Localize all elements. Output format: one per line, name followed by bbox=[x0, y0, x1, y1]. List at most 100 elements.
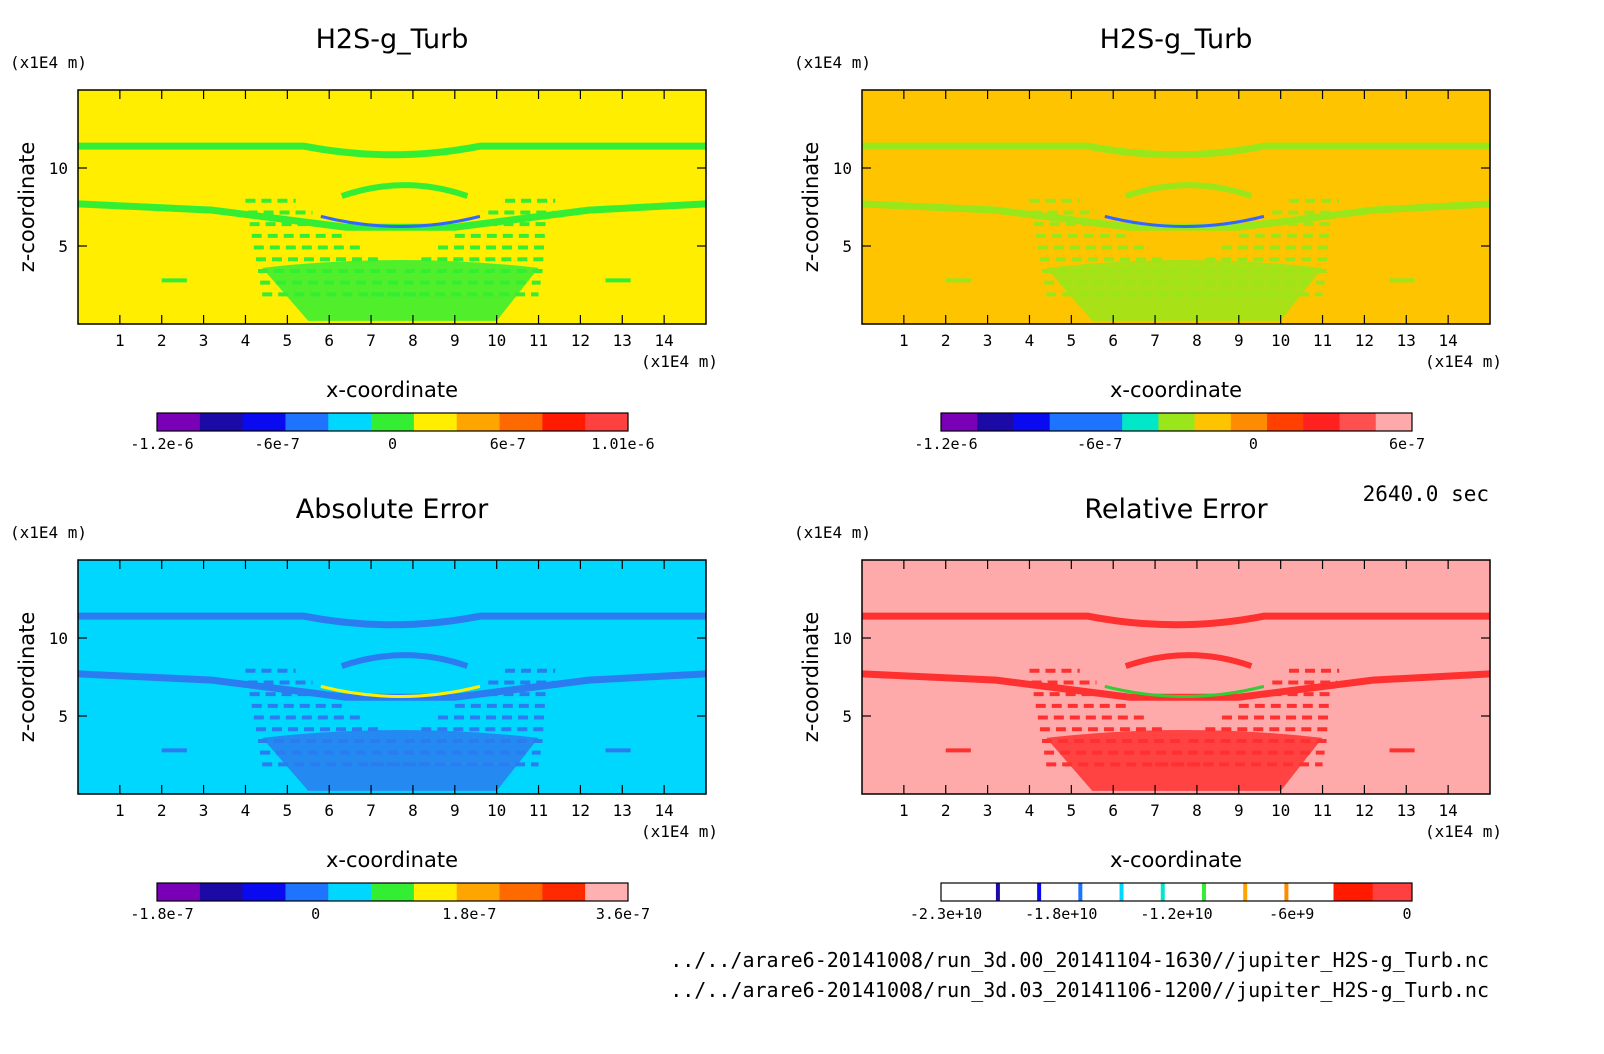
x-tick-label: 3 bbox=[983, 801, 993, 820]
y-unit-label: (x1E4 m) bbox=[794, 53, 871, 72]
colorbar: -1.8e-7 0 1.8e-7 3.6e-7 bbox=[130, 882, 650, 923]
colorbar-tick-label: -1.2e-6 bbox=[130, 435, 193, 453]
feature-arc bbox=[340, 652, 469, 669]
colorbar-segment bbox=[242, 413, 286, 431]
x-axis-label: x-coordinate bbox=[326, 378, 458, 402]
feature-accent-streak bbox=[320, 684, 481, 698]
y-axis-label: z-coordinate bbox=[15, 612, 39, 743]
colorbar-tick-label: 0 bbox=[1402, 905, 1411, 923]
feature-band-upper bbox=[78, 142, 706, 159]
x-tick-label: 4 bbox=[241, 801, 251, 820]
x-unit-label: (x1E4 m) bbox=[641, 822, 718, 841]
x-axis-label: x-coordinate bbox=[1110, 378, 1242, 402]
x-tick-label: 7 bbox=[366, 331, 376, 350]
x-axis-label: x-coordinate bbox=[1110, 848, 1242, 872]
y-tick-label: 10 bbox=[49, 629, 68, 648]
x-tick-label: 13 bbox=[1397, 331, 1416, 350]
x-tick-label: 14 bbox=[1439, 801, 1458, 820]
x-tick-label: 13 bbox=[1397, 801, 1416, 820]
colorbar-segment bbox=[1267, 413, 1304, 431]
x-tick-label: 14 bbox=[655, 801, 674, 820]
chart-panel-3: Absolute Error(x1E4 m)1 2 3 4 5 6 7 8 9 10 11 12 13 1… bbox=[10, 494, 718, 923]
x-tick-label: 5 bbox=[283, 801, 293, 820]
x-tick-label: 6 bbox=[1108, 801, 1118, 820]
x-axis-label: x-coordinate bbox=[326, 848, 458, 872]
x-tick-label: 7 bbox=[1150, 801, 1160, 820]
colorbar-tick-label: -1.8e+10 bbox=[1025, 905, 1097, 923]
colorbar-tick-label: 0 bbox=[311, 905, 320, 923]
x-unit-label: (x1E4 m) bbox=[1425, 822, 1502, 841]
x-tick-label: 10 bbox=[1271, 331, 1290, 350]
x-tick-label: 14 bbox=[655, 331, 674, 350]
x-tick-label: 14 bbox=[1439, 331, 1458, 350]
x-tick-label: 3 bbox=[199, 331, 209, 350]
y-tick-label: 5 bbox=[842, 707, 852, 726]
colorbar-tick-label: -6e-7 bbox=[255, 435, 300, 453]
x-tick-label: 8 bbox=[408, 331, 418, 350]
x-tick-label: 6 bbox=[1108, 331, 1118, 350]
y-axis-label: z-coordinate bbox=[799, 612, 823, 743]
colorbar-segment bbox=[371, 883, 415, 901]
colorbar-frame bbox=[156, 882, 629, 902]
x-tick-label: 3 bbox=[983, 331, 993, 350]
colorbar-segment bbox=[1255, 883, 1295, 901]
y-tick-label: 5 bbox=[842, 237, 852, 256]
colorbar-frame bbox=[156, 412, 629, 432]
x-tick-label: 11 bbox=[529, 801, 548, 820]
x-tick-label: 1 bbox=[115, 331, 125, 350]
x-tick-label: 4 bbox=[1025, 801, 1035, 820]
chart-panel-2: H2S-g_Turb(x1E4 m)1 2 3 4 5 6 7 8 9 10 11 12 13 14510… bbox=[794, 24, 1502, 453]
colorbar: -2.3e+10 -1.8e+10 -1.2e+10 -6e+9 0 bbox=[910, 882, 1413, 923]
chart-title: H2S-g_Turb bbox=[316, 24, 469, 55]
plot-frame bbox=[861, 89, 1491, 325]
feature-dome bbox=[262, 260, 539, 321]
feature-accent-streak bbox=[1104, 684, 1265, 698]
colorbar: -1.2e-6 -6e-7 0 6e-7 bbox=[914, 412, 1425, 453]
colorbar-segment bbox=[1333, 883, 1374, 901]
colorbar-segment bbox=[1158, 413, 1196, 431]
colorbar-tick-label: 1.01e-6 bbox=[591, 435, 654, 453]
x-tick-label: 10 bbox=[487, 801, 506, 820]
colorbar-segment bbox=[1230, 413, 1268, 431]
colorbar-tick-label: -1.8e-7 bbox=[130, 905, 193, 923]
colorbar-segment bbox=[285, 413, 329, 431]
colorbar-segment bbox=[157, 413, 201, 431]
colorbar-segment bbox=[1372, 883, 1413, 901]
x-tick-label: 9 bbox=[1234, 331, 1244, 350]
colorbar-segment bbox=[328, 413, 372, 431]
feature-arc bbox=[340, 182, 469, 199]
colorbar-segment bbox=[1294, 883, 1334, 901]
colorbar-segment bbox=[1098, 883, 1138, 901]
x-tick-label: 11 bbox=[1313, 801, 1332, 820]
chart-title: Relative Error bbox=[1084, 494, 1268, 525]
y-tick-label: 5 bbox=[58, 237, 68, 256]
colorbar-segment bbox=[328, 883, 372, 901]
feature-dome bbox=[1046, 260, 1323, 321]
x-tick-label: 5 bbox=[283, 331, 293, 350]
x-tick-label: 4 bbox=[241, 331, 251, 350]
x-unit-label: (x1E4 m) bbox=[641, 352, 718, 371]
colorbar-segment bbox=[1049, 413, 1087, 431]
colorbar-segment bbox=[542, 883, 586, 901]
colorbar-segment bbox=[585, 413, 629, 431]
colorbar-tick-label: -6e+9 bbox=[1269, 905, 1314, 923]
x-tick-label: 1 bbox=[899, 331, 909, 350]
colorbar-tick-label: 1.8e-7 bbox=[442, 905, 496, 923]
colorbar-frame bbox=[940, 412, 1413, 432]
x-tick-label: 11 bbox=[529, 331, 548, 350]
colorbar-tick-label: 6e-7 bbox=[490, 435, 526, 453]
colorbar-segment bbox=[1122, 413, 1159, 431]
x-tick-label: 1 bbox=[115, 801, 125, 820]
x-tick-label: 2 bbox=[941, 331, 951, 350]
colorbar-segment bbox=[499, 883, 543, 901]
x-tick-label: 9 bbox=[450, 331, 460, 350]
x-tick-label: 7 bbox=[1150, 331, 1160, 350]
x-tick-label: 5 bbox=[1067, 801, 1077, 820]
y-tick-label: 10 bbox=[833, 159, 852, 178]
plot-frame bbox=[77, 89, 707, 325]
colorbar-tick-label: -6e-7 bbox=[1077, 435, 1122, 453]
colorbar-segment bbox=[1137, 883, 1177, 901]
x-tick-label: 6 bbox=[324, 801, 334, 820]
colorbar-segment bbox=[199, 413, 244, 431]
